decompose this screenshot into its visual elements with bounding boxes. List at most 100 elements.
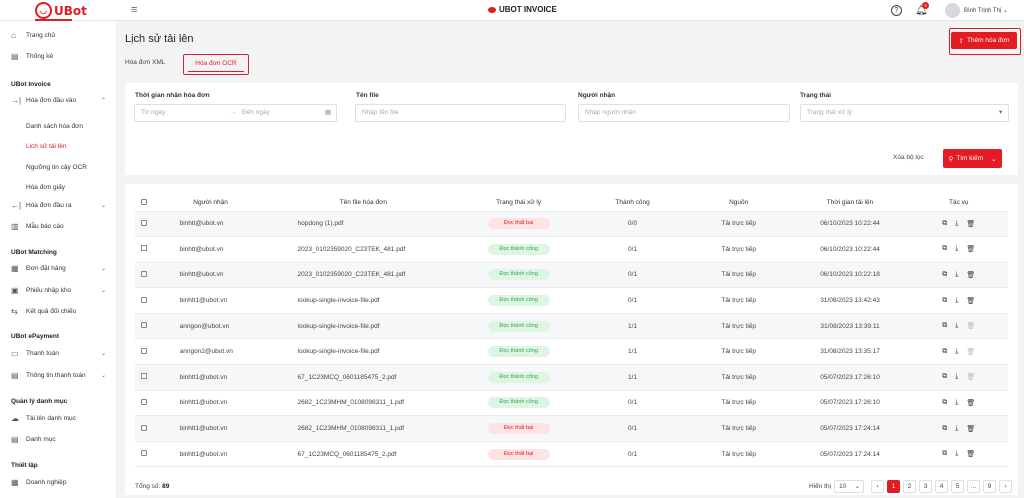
app-brand: UBOT INVOICE	[488, 5, 557, 14]
row-checkbox[interactable]	[141, 322, 148, 329]
page-button[interactable]: 3	[919, 480, 933, 493]
sidebar-item-paper-invoice[interactable]: Hóa đơn giấy	[26, 184, 65, 191]
header-receiver[interactable]: Người nhận	[153, 195, 268, 212]
download-icon[interactable]: ⤓	[955, 450, 959, 458]
trash-icon[interactable]: 🗑︎	[966, 297, 976, 305]
table-row[interactable]: anngon@ubot.vn lookup-single-invoice-file…	[135, 313, 1008, 340]
download-icon[interactable]: ⤓	[955, 219, 959, 227]
status-select[interactable]: Trạng thái xử lý ▾	[800, 104, 1009, 122]
trash-icon[interactable]: 🗑︎	[966, 220, 976, 228]
row-select-cell	[135, 262, 154, 289]
table-row[interactable]: binhtt1@ubot.vn 2682_1C23MHM_0108098311_1…	[135, 390, 1008, 417]
sidebar-item-ocr-threshold[interactable]: Ngưỡng tin cậy OCR	[26, 164, 87, 171]
tab-xml[interactable]: Hóa đơn XML	[125, 59, 166, 66]
view-icon[interactable]: ⧉	[942, 322, 948, 330]
header-success[interactable]: Thành công	[578, 195, 687, 212]
download-icon[interactable]: ⤓	[955, 296, 959, 304]
help-icon[interactable]: ?	[891, 5, 902, 16]
view-icon[interactable]: ⧉	[942, 296, 948, 304]
trash-icon[interactable]: 🗑︎	[966, 399, 976, 407]
arrow-in-icon: →|	[11, 95, 22, 105]
row-checkbox[interactable]	[141, 347, 148, 354]
chevron-down-icon[interactable]: ⌄	[991, 155, 997, 163]
row-checkbox[interactable]	[141, 245, 148, 252]
menu-toggle-icon[interactable]: ≡	[131, 4, 138, 16]
clear-filters-link[interactable]: Xóa bộ lọc	[893, 154, 924, 161]
download-icon[interactable]: ⤓	[955, 245, 959, 253]
success-cell: 0/0	[578, 211, 687, 238]
page-button[interactable]: 5	[951, 480, 965, 493]
receiver-input[interactable]: Nhập người nhận	[578, 104, 790, 122]
view-icon[interactable]: ⧉	[942, 270, 948, 278]
row-checkbox[interactable]	[141, 450, 148, 457]
view-icon[interactable]: ⧉	[942, 424, 948, 432]
view-icon[interactable]: ⧉	[942, 245, 948, 253]
download-icon[interactable]: ⤓	[955, 347, 959, 355]
app-logo[interactable]: ◡ UBot	[35, 2, 87, 19]
trash-icon[interactable]: 🗑︎	[966, 425, 976, 433]
row-checkbox[interactable]	[141, 398, 148, 405]
view-icon[interactable]: ⧉	[942, 219, 948, 227]
prev-page-button[interactable]: ‹	[871, 480, 885, 493]
receiver-cell: binhtt1@ubot.vn	[153, 364, 268, 391]
trash-icon[interactable]: 🗑︎	[966, 246, 976, 254]
trash-icon[interactable]: 🗑︎	[966, 451, 976, 459]
tab-ocr[interactable]: Hóa đơn OCR	[183, 54, 249, 75]
download-icon[interactable]: ⤓	[955, 270, 959, 278]
upload-time-cell: 31/08/2023 13:39:11	[790, 313, 910, 340]
row-checkbox[interactable]	[141, 424, 148, 431]
page-button[interactable]: 1	[887, 480, 901, 493]
actions-cell: ⧉ ⤓ 🗑︎	[909, 364, 1008, 391]
download-icon[interactable]: ⤓	[955, 424, 959, 432]
table-row[interactable]: binhtt1@ubot.vn 2682_1C23MHM_0108098311_1…	[135, 415, 1008, 442]
bell-icon[interactable]: 🔔︎	[915, 5, 928, 16]
download-icon[interactable]: ⤓	[955, 322, 959, 330]
header-filename[interactable]: Tên file hóa đơn	[267, 195, 460, 212]
row-checkbox[interactable]	[141, 373, 148, 380]
search-button[interactable]: ⚲ Tìm kiếm ⌄	[943, 149, 1002, 168]
row-checkbox[interactable]	[141, 219, 148, 226]
page-button[interactable]: 9	[983, 480, 997, 493]
view-icon[interactable]: ⧉	[942, 398, 948, 406]
status-badge: Đọc thành công	[487, 243, 550, 255]
sidebar-item-invoice-list[interactable]: Danh sách hóa đơn	[26, 123, 84, 130]
download-icon[interactable]: ⤓	[955, 373, 959, 381]
table-row[interactable]: binhtt@ubot.vn hopdong (1).pdf Đọc thất bạ…	[135, 211, 1008, 238]
trash-icon[interactable]: 🗑︎	[966, 271, 976, 279]
select-all-checkbox[interactable]	[141, 198, 148, 205]
chevron-down-icon: ⌄	[101, 350, 107, 357]
header-status[interactable]: Trạng thái xử lý	[459, 195, 579, 212]
actions-cell: ⧉ ⤓ 🗑︎	[909, 211, 1008, 238]
table-row[interactable]: binhtt1@ubot.vn 67_1C23MCQ_0601185475_2.p…	[135, 364, 1008, 391]
page-button[interactable]: 2	[903, 480, 917, 493]
view-icon[interactable]: ⧉	[942, 373, 948, 381]
per-page-select[interactable]: 10 ⌄	[834, 480, 865, 493]
filename-input[interactable]: Nhập tên file	[355, 104, 566, 122]
table-row[interactable]: binhtt@ubot.vn 2023_0102359020_C23TEK_481…	[135, 262, 1008, 289]
date-range-input[interactable]: Từ ngày → Đến ngày ▦	[134, 104, 337, 122]
table-row[interactable]: binhtt@ubot.vn 2023_0102359020_C23TEK_481…	[135, 236, 1008, 263]
row-checkbox[interactable]	[141, 296, 148, 303]
table-panel: Người nhận Tên file hóa đơn Trạng thái x…	[125, 184, 1018, 495]
header-source[interactable]: Nguồn	[686, 195, 791, 212]
add-invoice-button[interactable]: ⇪ Thêm hóa đơn	[951, 32, 1017, 49]
view-icon[interactable]: ⧉	[942, 347, 948, 355]
table-row[interactable]: binhtt1@ubot.vn 67_1C23MCQ_0601185475_2.p…	[135, 441, 1008, 468]
table-row[interactable]: binhtt1@ubot.vn lookup-single-invoice-fil…	[135, 287, 1008, 314]
next-page-button[interactable]: ›	[999, 480, 1013, 493]
page-button[interactable]: ...	[967, 480, 981, 493]
download-icon[interactable]: ⤓	[955, 398, 959, 406]
user-menu[interactable]: Bình Trịnh Thị ⌄	[964, 8, 1008, 14]
page-button[interactable]: 4	[935, 480, 949, 493]
row-checkbox[interactable]	[141, 270, 148, 277]
table-row[interactable]: anngon2@ubot.vn lookup-single-invoice-fil…	[135, 338, 1008, 366]
avatar[interactable]	[945, 3, 960, 18]
per-page-value: 10	[839, 483, 847, 490]
header-upload-time[interactable]: Thời gian tải lên	[790, 195, 910, 212]
filename-cell: 2682_1C23MHM_0108098311_1.pdf	[267, 415, 460, 442]
upload-time-cell: 05/07/2023 17:26:10	[790, 390, 910, 417]
row-select-cell	[135, 364, 154, 391]
sidebar-item-upload-history[interactable]: Lịch sử tải lên	[26, 143, 67, 150]
source-cell: Tải trực tiếp	[686, 313, 791, 340]
view-icon[interactable]: ⧉	[942, 450, 948, 458]
